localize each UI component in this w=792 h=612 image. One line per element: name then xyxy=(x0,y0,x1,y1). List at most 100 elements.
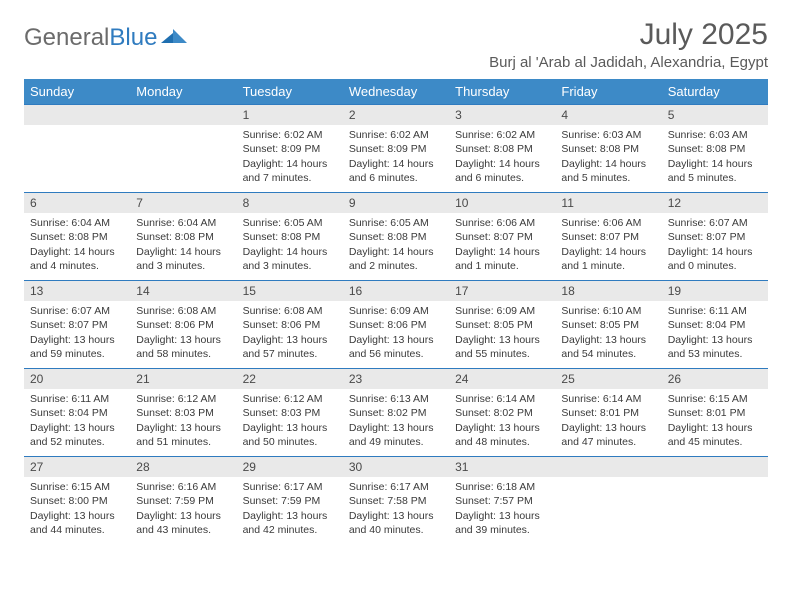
sunset-text: Sunset: 7:59 PM xyxy=(243,494,337,508)
day-body: Sunrise: 6:02 AMSunset: 8:08 PMDaylight:… xyxy=(449,125,555,191)
daylight-text: Daylight: 14 hours and 4 minutes. xyxy=(30,245,124,273)
calendar-cell: 10Sunrise: 6:06 AMSunset: 8:07 PMDayligh… xyxy=(449,192,555,280)
day-body: Sunrise: 6:04 AMSunset: 8:08 PMDaylight:… xyxy=(24,213,130,279)
sunrise-text: Sunrise: 6:04 AM xyxy=(136,216,230,230)
day-body: Sunrise: 6:06 AMSunset: 8:07 PMDaylight:… xyxy=(555,213,661,279)
day-header: Wednesday xyxy=(343,79,449,104)
sunrise-text: Sunrise: 6:15 AM xyxy=(30,480,124,494)
page-header: GeneralBlue July 2025 Burj al 'Arab al J… xyxy=(24,18,768,71)
daylight-text: Daylight: 14 hours and 1 minute. xyxy=(455,245,549,273)
calendar-cell: 2Sunrise: 6:02 AMSunset: 8:09 PMDaylight… xyxy=(343,104,449,192)
sunset-text: Sunset: 8:02 PM xyxy=(455,406,549,420)
day-number: 26 xyxy=(662,368,768,389)
sunset-text: Sunset: 7:59 PM xyxy=(136,494,230,508)
day-body: Sunrise: 6:08 AMSunset: 8:06 PMDaylight:… xyxy=(237,301,343,367)
day-number: 14 xyxy=(130,280,236,301)
calendar-cell: 9 Sunrise: 6:05 AMSunset: 8:08 PMDaylight… xyxy=(343,192,449,280)
logo-text: GeneralBlue xyxy=(24,24,157,52)
day-number: 5 xyxy=(662,104,768,125)
calendar-body: 1Sunrise: 6:02 AMSunset: 8:09 PMDaylight… xyxy=(24,104,768,544)
daylight-text: Daylight: 13 hours and 42 minutes. xyxy=(243,509,337,537)
day-body xyxy=(555,477,661,537)
day-body: Sunrise: 6:06 AMSunset: 8:07 PMDaylight:… xyxy=(449,213,555,279)
daylight-text: Daylight: 13 hours and 57 minutes. xyxy=(243,333,337,361)
day-body: Sunrise: 6:07 AMSunset: 8:07 PMDaylight:… xyxy=(24,301,130,367)
sunset-text: Sunset: 8:03 PM xyxy=(243,406,337,420)
daylight-text: Daylight: 14 hours and 6 minutes. xyxy=(455,157,549,185)
daylight-text: Daylight: 14 hours and 2 minutes. xyxy=(349,245,443,273)
day-body: Sunrise: 6:03 AMSunset: 8:08 PMDaylight:… xyxy=(662,125,768,191)
day-body: Sunrise: 6:12 AMSunset: 8:03 PMDaylight:… xyxy=(130,389,236,455)
day-body: Sunrise: 6:17 AMSunset: 7:58 PMDaylight:… xyxy=(343,477,449,543)
sunset-text: Sunset: 8:08 PM xyxy=(349,230,443,244)
day-number: 28 xyxy=(130,456,236,477)
calendar-week: 6Sunrise: 6:04 AMSunset: 8:08 PMDaylight… xyxy=(24,192,768,280)
calendar-cell: 23Sunrise: 6:13 AMSunset: 8:02 PMDayligh… xyxy=(343,368,449,456)
calendar-cell: 11Sunrise: 6:06 AMSunset: 8:07 PMDayligh… xyxy=(555,192,661,280)
daylight-text: Daylight: 13 hours and 56 minutes. xyxy=(349,333,443,361)
calendar-cell: 27Sunrise: 6:15 AMSunset: 8:00 PMDayligh… xyxy=(24,456,130,544)
daylight-text: Daylight: 14 hours and 7 minutes. xyxy=(243,157,337,185)
sunrise-text: Sunrise: 6:09 AM xyxy=(349,304,443,318)
day-number: 19 xyxy=(662,280,768,301)
day-body: Sunrise: 6:09 AMSunset: 8:05 PMDaylight:… xyxy=(449,301,555,367)
sunrise-text: Sunrise: 6:08 AM xyxy=(243,304,337,318)
day-body xyxy=(24,125,130,185)
sunrise-text: Sunrise: 6:03 AM xyxy=(668,128,762,142)
calendar-cell: 12Sunrise: 6:07 AMSunset: 8:07 PMDayligh… xyxy=(662,192,768,280)
daylight-text: Daylight: 14 hours and 1 minute. xyxy=(561,245,655,273)
day-body: Sunrise: 6:02 AMSunset: 8:09 PMDaylight:… xyxy=(343,125,449,191)
daylight-text: Daylight: 13 hours and 51 minutes. xyxy=(136,421,230,449)
sunset-text: Sunset: 8:00 PM xyxy=(30,494,124,508)
day-number: 23 xyxy=(343,368,449,389)
sunset-text: Sunset: 8:04 PM xyxy=(668,318,762,332)
daylight-text: Daylight: 13 hours and 45 minutes. xyxy=(668,421,762,449)
sunrise-text: Sunrise: 6:05 AM xyxy=(349,216,443,230)
sunset-text: Sunset: 8:01 PM xyxy=(668,406,762,420)
daylight-text: Daylight: 13 hours and 53 minutes. xyxy=(668,333,762,361)
calendar-cell: 6Sunrise: 6:04 AMSunset: 8:08 PMDaylight… xyxy=(24,192,130,280)
day-body: Sunrise: 6:04 AMSunset: 8:08 PMDaylight:… xyxy=(130,213,236,279)
sunrise-text: Sunrise: 6:10 AM xyxy=(561,304,655,318)
daylight-text: Daylight: 13 hours and 48 minutes. xyxy=(455,421,549,449)
sunrise-text: Sunrise: 6:02 AM xyxy=(349,128,443,142)
sunrise-text: Sunrise: 6:07 AM xyxy=(668,216,762,230)
day-number: 12 xyxy=(662,192,768,213)
day-number xyxy=(555,456,661,477)
sunrise-text: Sunrise: 6:17 AM xyxy=(349,480,443,494)
daylight-text: Daylight: 14 hours and 3 minutes. xyxy=(243,245,337,273)
day-number xyxy=(662,456,768,477)
sunset-text: Sunset: 8:06 PM xyxy=(349,318,443,332)
day-body: Sunrise: 6:11 AMSunset: 8:04 PMDaylight:… xyxy=(662,301,768,367)
sunset-text: Sunset: 8:09 PM xyxy=(243,142,337,156)
day-number: 9 xyxy=(343,192,449,213)
calendar-cell: 22Sunrise: 6:12 AMSunset: 8:03 PMDayligh… xyxy=(237,368,343,456)
day-number: 30 xyxy=(343,456,449,477)
daylight-text: Daylight: 14 hours and 5 minutes. xyxy=(668,157,762,185)
day-header: Tuesday xyxy=(237,79,343,104)
sunrise-text: Sunrise: 6:09 AM xyxy=(455,304,549,318)
logo: GeneralBlue xyxy=(24,24,187,52)
calendar-cell: 21Sunrise: 6:12 AMSunset: 8:03 PMDayligh… xyxy=(130,368,236,456)
day-number: 8 xyxy=(237,192,343,213)
day-body: Sunrise: 6:10 AMSunset: 8:05 PMDaylight:… xyxy=(555,301,661,367)
calendar-cell xyxy=(555,456,661,544)
location-text: Burj al 'Arab al Jadidah, Alexandria, Eg… xyxy=(489,54,768,71)
day-body: Sunrise: 6:17 AMSunset: 7:59 PMDaylight:… xyxy=(237,477,343,543)
day-number: 2 xyxy=(343,104,449,125)
sunset-text: Sunset: 8:08 PM xyxy=(561,142,655,156)
sunrise-text: Sunrise: 6:14 AM xyxy=(455,392,549,406)
day-body xyxy=(662,477,768,537)
calendar-table: SundayMondayTuesdayWednesdayThursdayFrid… xyxy=(24,79,768,544)
day-body: Sunrise: 6:03 AMSunset: 8:08 PMDaylight:… xyxy=(555,125,661,191)
day-body: Sunrise: 6:14 AMSunset: 8:02 PMDaylight:… xyxy=(449,389,555,455)
day-header: Saturday xyxy=(662,79,768,104)
daylight-text: Daylight: 13 hours and 52 minutes. xyxy=(30,421,124,449)
calendar-cell xyxy=(130,104,236,192)
sunset-text: Sunset: 8:06 PM xyxy=(136,318,230,332)
calendar-cell: 1Sunrise: 6:02 AMSunset: 8:09 PMDaylight… xyxy=(237,104,343,192)
sunset-text: Sunset: 7:57 PM xyxy=(455,494,549,508)
sunrise-text: Sunrise: 6:11 AM xyxy=(30,392,124,406)
calendar-cell: 26Sunrise: 6:15 AMSunset: 8:01 PMDayligh… xyxy=(662,368,768,456)
day-body: Sunrise: 6:09 AMSunset: 8:06 PMDaylight:… xyxy=(343,301,449,367)
